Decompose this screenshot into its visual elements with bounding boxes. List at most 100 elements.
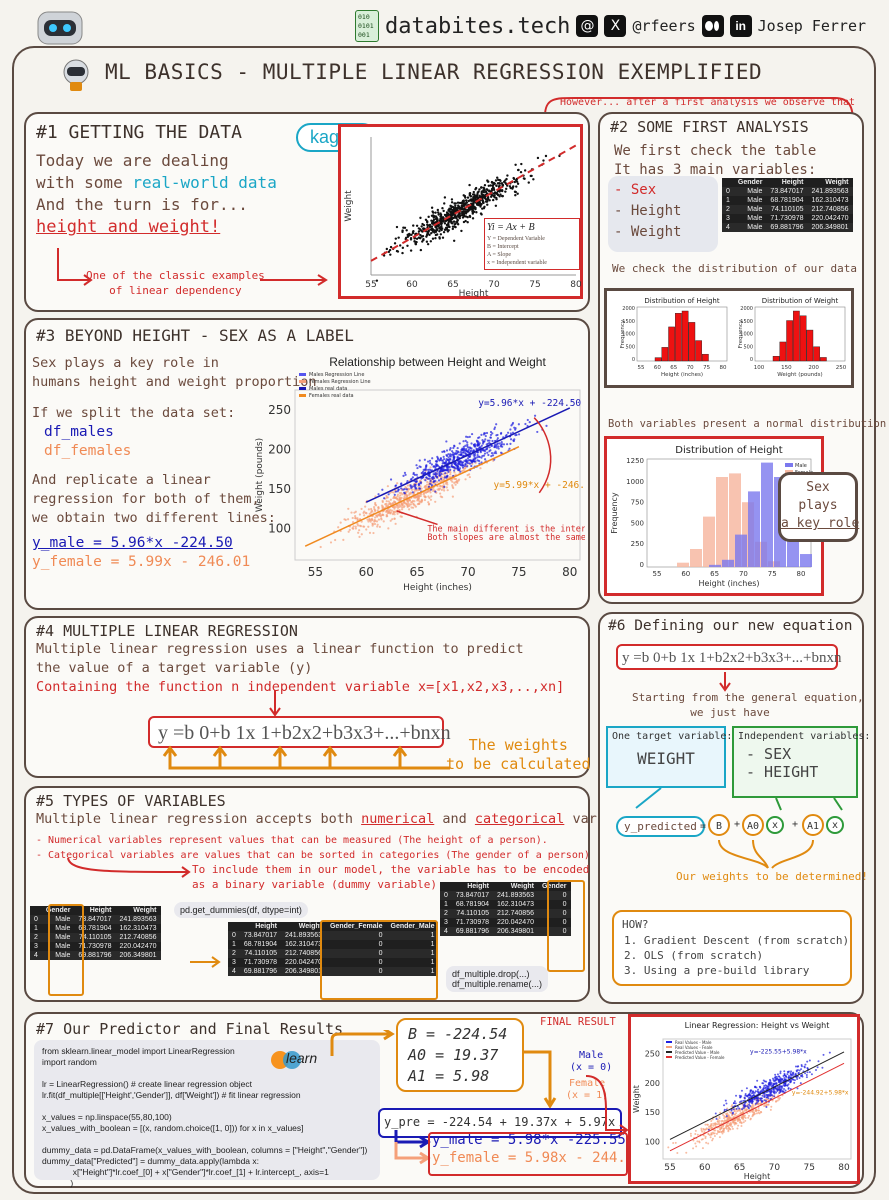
male-point bbox=[425, 465, 428, 468]
table-cell: 3 bbox=[726, 215, 730, 222]
male-point bbox=[500, 441, 503, 444]
table-cell: 74.110105 bbox=[239, 949, 281, 958]
male-point bbox=[483, 452, 487, 455]
x-icon[interactable]: X bbox=[604, 15, 627, 37]
male-point bbox=[467, 446, 470, 449]
threads-icon[interactable]: @ bbox=[576, 15, 599, 37]
s3-chart: Relationship between Height and Weight Ma… bbox=[250, 350, 612, 605]
male-point bbox=[442, 455, 445, 458]
male-point bbox=[779, 1088, 782, 1091]
eq-male: y_male = 5.96*x -224.50 bbox=[32, 535, 233, 551]
data-point bbox=[426, 223, 429, 226]
s5-curve-arrow bbox=[66, 856, 196, 886]
female-point bbox=[319, 545, 322, 549]
s2-intro: We first check the table It has 3 main va… bbox=[614, 143, 817, 178]
data-point bbox=[450, 201, 454, 204]
male-point bbox=[514, 428, 517, 431]
male-point bbox=[783, 1073, 786, 1076]
female-point bbox=[711, 1118, 714, 1121]
data-point bbox=[471, 217, 475, 220]
female-point bbox=[396, 495, 399, 498]
y-male-final: y_male = 5.98*x -225.55 bbox=[432, 1132, 626, 1148]
female-point bbox=[725, 1127, 728, 1130]
male-point bbox=[452, 446, 455, 450]
male-point bbox=[533, 414, 537, 417]
data-point bbox=[438, 229, 441, 233]
formula-legend-item: B = Intercept bbox=[487, 244, 519, 250]
y-tick-label: 150 bbox=[645, 1108, 660, 1117]
male-point bbox=[768, 1093, 771, 1096]
male-point bbox=[777, 1075, 780, 1078]
table-cell: 74.110105 bbox=[766, 205, 808, 214]
male-point bbox=[517, 433, 521, 436]
data-point bbox=[496, 182, 500, 185]
data-point bbox=[425, 240, 429, 243]
male-point bbox=[746, 1095, 749, 1098]
data-point bbox=[410, 233, 413, 236]
male-point bbox=[435, 460, 438, 463]
male-point bbox=[427, 477, 430, 480]
data-point bbox=[499, 193, 502, 196]
male-point bbox=[732, 1111, 735, 1114]
table-row: 3 71.730978 220.042470 0 1 bbox=[228, 958, 438, 967]
male-point bbox=[791, 1074, 794, 1077]
male-point bbox=[805, 1076, 808, 1079]
brand-name[interactable]: databites.tech bbox=[385, 13, 571, 39]
male-point bbox=[763, 1095, 766, 1098]
female-point bbox=[408, 508, 411, 511]
female-point bbox=[374, 503, 377, 506]
hist-weight-y-tick: 1000 bbox=[740, 332, 753, 338]
linkedin-icon[interactable]: in bbox=[729, 15, 752, 37]
outer-frame bbox=[12, 46, 876, 1194]
data-point bbox=[460, 212, 464, 215]
male-point bbox=[400, 487, 403, 490]
female-point bbox=[439, 485, 442, 488]
male-point bbox=[783, 1070, 786, 1073]
legend-item: Females Regression Line bbox=[309, 379, 371, 385]
hist3-y-tick: 1000 bbox=[626, 478, 644, 486]
male-point bbox=[464, 449, 467, 452]
male-prediction-line bbox=[669, 1051, 845, 1140]
male-point bbox=[478, 459, 481, 463]
hist-weight-x-tick: 150 bbox=[781, 365, 792, 371]
male-point bbox=[803, 1066, 806, 1069]
table-cell: 69.881796 bbox=[766, 223, 808, 232]
male-point bbox=[767, 1087, 770, 1090]
male-point bbox=[476, 444, 479, 447]
male-point bbox=[488, 446, 491, 449]
male-point bbox=[786, 1084, 789, 1087]
male-point bbox=[767, 1082, 770, 1085]
data-point bbox=[448, 225, 451, 229]
table-header-cell: Weight bbox=[510, 883, 534, 890]
male-point bbox=[449, 447, 452, 450]
data-point bbox=[401, 246, 405, 250]
handle[interactable]: @rfeers bbox=[632, 17, 696, 35]
author-name[interactable]: Josep Ferrer bbox=[757, 17, 867, 35]
female-point bbox=[462, 469, 465, 472]
female-line-label: y=5.99*x + -246.01 bbox=[493, 480, 585, 491]
section-1-title: #1 GETTING THE DATA bbox=[36, 122, 242, 143]
female-point bbox=[456, 481, 459, 485]
female-prediction-line bbox=[669, 1062, 845, 1152]
male-point bbox=[481, 439, 484, 442]
female-point bbox=[742, 1121, 745, 1124]
data-point bbox=[439, 212, 442, 215]
data-point bbox=[434, 211, 437, 214]
hist-height-y-tick: 0 bbox=[632, 357, 635, 363]
female-point bbox=[759, 1110, 762, 1113]
medium-icon[interactable] bbox=[701, 15, 724, 37]
male-point bbox=[761, 1094, 764, 1097]
male-point bbox=[482, 454, 486, 457]
female-point bbox=[381, 500, 384, 504]
male-point bbox=[418, 459, 421, 462]
table-cell: 71.730978 bbox=[770, 215, 804, 222]
female-point bbox=[409, 492, 412, 495]
male-point bbox=[747, 1107, 750, 1110]
female-point bbox=[713, 1132, 716, 1135]
height-weight-highlight: height and weight! bbox=[36, 217, 221, 237]
female-point bbox=[742, 1118, 745, 1121]
male-point bbox=[432, 475, 435, 478]
female-point bbox=[766, 1098, 769, 1101]
female-point bbox=[406, 490, 409, 493]
male-point bbox=[748, 1103, 751, 1106]
